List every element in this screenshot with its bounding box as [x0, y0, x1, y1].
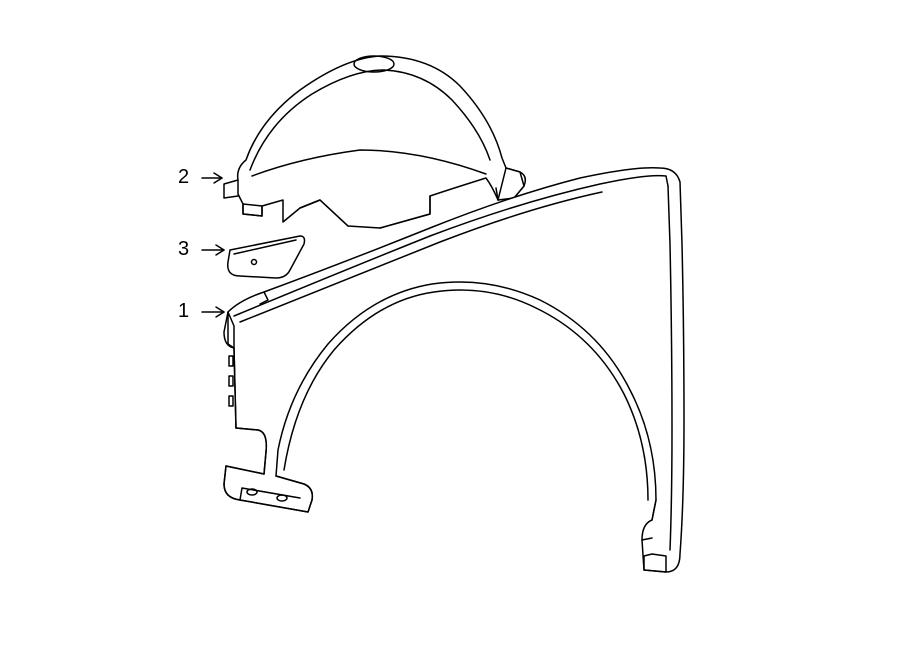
diagram-canvas: 1 2 3 [0, 0, 900, 661]
part-wheel-liner [224, 56, 525, 228]
callout-3-label: 3 [178, 238, 189, 261]
callout-3: 3 [178, 238, 189, 261]
parts-illustration [0, 0, 900, 661]
part-splash-shield [228, 236, 305, 278]
callout-1: 1 [178, 300, 189, 323]
part-fender-panel [224, 168, 684, 572]
callout-arrows [202, 173, 224, 317]
callout-1-label: 1 [178, 300, 189, 323]
callout-2: 2 [178, 166, 189, 189]
callout-2-label: 2 [178, 166, 189, 189]
